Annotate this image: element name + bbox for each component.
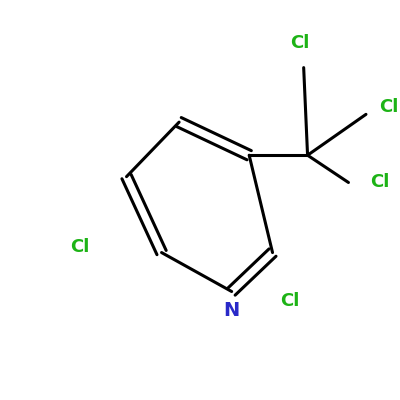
Text: Cl: Cl [70, 238, 90, 256]
Text: Cl: Cl [380, 98, 399, 116]
Text: Cl: Cl [290, 34, 310, 52]
Text: Cl: Cl [370, 174, 389, 192]
Text: Cl: Cl [280, 292, 300, 310]
Text: N: N [224, 301, 240, 320]
